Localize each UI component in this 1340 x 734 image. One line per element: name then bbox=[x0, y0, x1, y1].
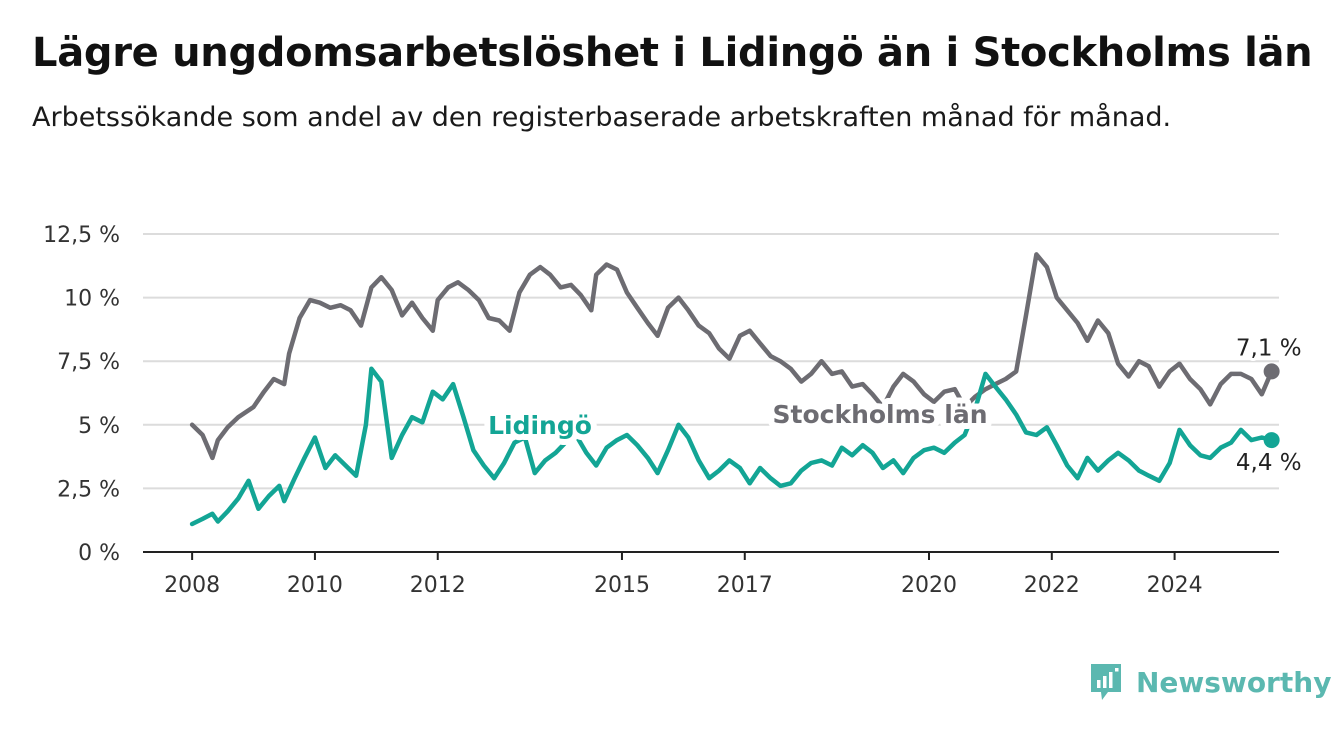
x-tick-label: 2012 bbox=[410, 573, 466, 598]
y-tick-label: 2,5 % bbox=[57, 477, 120, 502]
x-tick-label: 2024 bbox=[1147, 573, 1203, 598]
x-tick-label: 2015 bbox=[594, 573, 650, 598]
x-tick-label: 2010 bbox=[287, 573, 343, 598]
y-tick-label: 0 % bbox=[78, 541, 120, 566]
chart-title: Lägre ungdomsarbetslöshet i Lidingö än i… bbox=[32, 30, 1313, 76]
y-tick-label: 7,5 % bbox=[57, 350, 120, 375]
series-end-label: 7,1 % bbox=[1236, 335, 1302, 361]
series-end-label: 4,4 % bbox=[1236, 450, 1302, 476]
x-tick-label: 2020 bbox=[901, 573, 957, 598]
series-line-stockholm bbox=[189, 252, 1274, 461]
chart-subtitle: Arbetssökande som andel av den registerb… bbox=[32, 102, 1172, 133]
series-name-label-stockholm: Stockholms län bbox=[773, 400, 988, 429]
x-tick-label: 2008 bbox=[164, 573, 220, 598]
series-line-lidingo bbox=[189, 366, 1274, 527]
series-name-label-lidingo: Lidingö bbox=[488, 411, 592, 440]
y-tick-label: 12,5 % bbox=[43, 223, 120, 248]
y-tick-label: 10 % bbox=[64, 287, 120, 312]
x-tick-label: 2022 bbox=[1024, 573, 1080, 598]
series-end-dot-stockholm bbox=[1263, 363, 1280, 380]
newsworthy-logo-icon bbox=[1091, 664, 1121, 700]
y-tick-label: 5 % bbox=[78, 414, 120, 439]
newsworthy-logo: Newsworthy bbox=[1088, 660, 1331, 704]
series-end-dot-lidingo bbox=[1263, 432, 1280, 449]
brand-name: Newsworthy bbox=[1136, 665, 1332, 699]
x-tick-label: 2017 bbox=[717, 573, 773, 598]
